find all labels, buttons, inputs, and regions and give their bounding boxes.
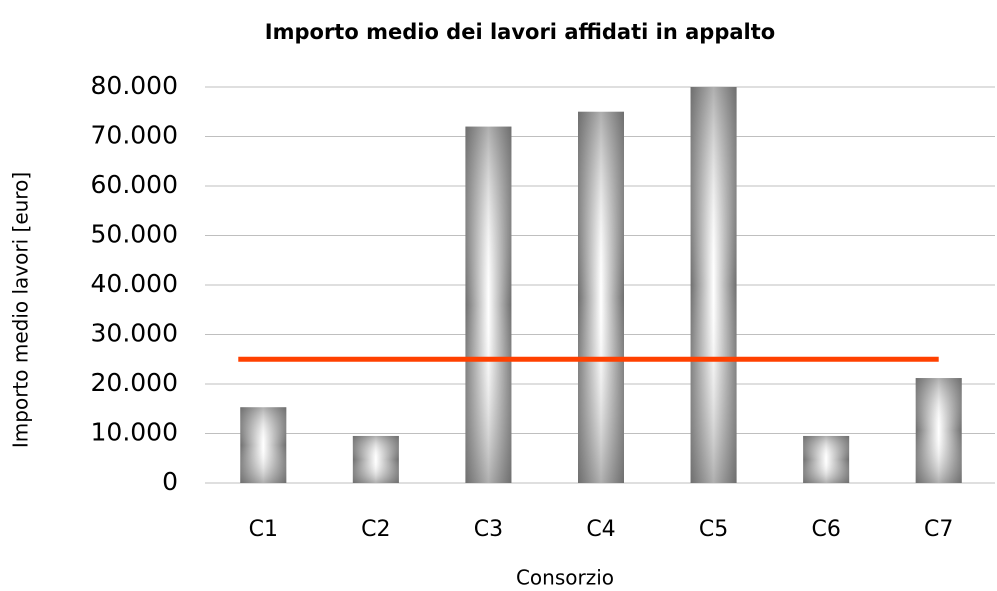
bar-shade [240, 407, 287, 483]
y-tick-label: 80.000 [91, 71, 178, 100]
y-tick-label: 30.000 [91, 319, 178, 348]
bar-shade [465, 126, 512, 483]
y-tick-label: 20.000 [91, 368, 178, 397]
x-tick-label: C4 [586, 517, 615, 542]
y-tick-label: 60.000 [91, 170, 178, 199]
y-axis-label: Importo medio lavori [euro] [9, 172, 33, 448]
y-tick-label: 50.000 [91, 220, 178, 249]
bar-shade [803, 435, 850, 483]
y-tick-label: 10.000 [91, 418, 178, 447]
x-tick-label: C3 [474, 517, 503, 542]
chart-title: Importo medio dei lavori affidati in app… [265, 20, 775, 44]
y-tick-label: 70.000 [91, 121, 178, 150]
bar-shade [690, 87, 737, 483]
bar-shade [578, 111, 624, 483]
bar-shade [915, 378, 962, 483]
y-tick-label: 0 [162, 467, 178, 496]
y-tick-label: 40.000 [91, 269, 178, 298]
x-tick-label: C5 [699, 517, 728, 542]
x-tick-label: C2 [361, 517, 390, 542]
x-axis-label: Consorzio [516, 566, 614, 590]
x-tick-label: C7 [924, 517, 953, 542]
bar-shade [352, 435, 399, 483]
x-tick-label: C6 [811, 517, 840, 542]
x-tick-label: C1 [249, 517, 278, 542]
